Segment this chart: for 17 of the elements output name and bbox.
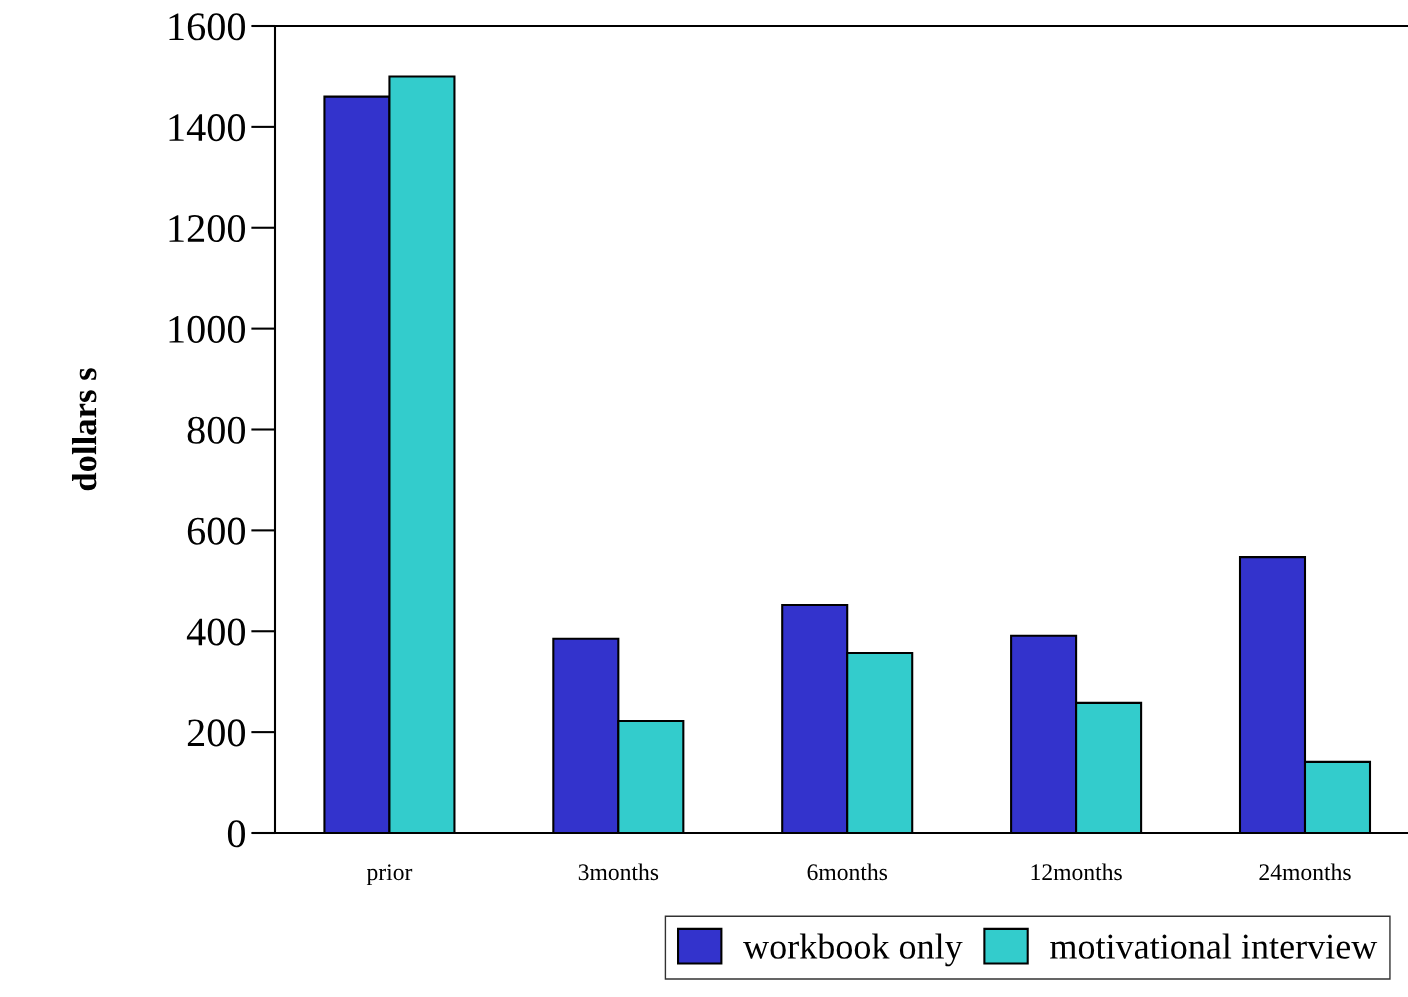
x-tick-label: 24months	[1259, 863, 1351, 881]
y-tick-label: 1200	[169, 214, 245, 243]
y-axis-title: dollars s	[71, 368, 97, 491]
x-tick-label: 3months	[578, 863, 659, 881]
x-tick-label: prior	[366, 864, 413, 885]
y-tick-label: 400	[186, 618, 245, 646]
y-tick-label: 600	[187, 517, 245, 545]
x-tick-label: 12months	[1031, 863, 1122, 881]
y-tick-label: 0	[227, 820, 245, 848]
legend-label: workbook only	[743, 933, 963, 967]
y-tick-label: 800	[187, 416, 245, 444]
y-tick-label: 1000	[169, 315, 245, 343]
x-tick-label: 6months	[807, 863, 888, 881]
y-tick-label: 1600	[169, 13, 245, 41]
y-tick-label: 200	[187, 719, 245, 747]
legend-label: motivational interview	[1050, 933, 1378, 959]
y-tick-label: 1400	[169, 114, 245, 142]
